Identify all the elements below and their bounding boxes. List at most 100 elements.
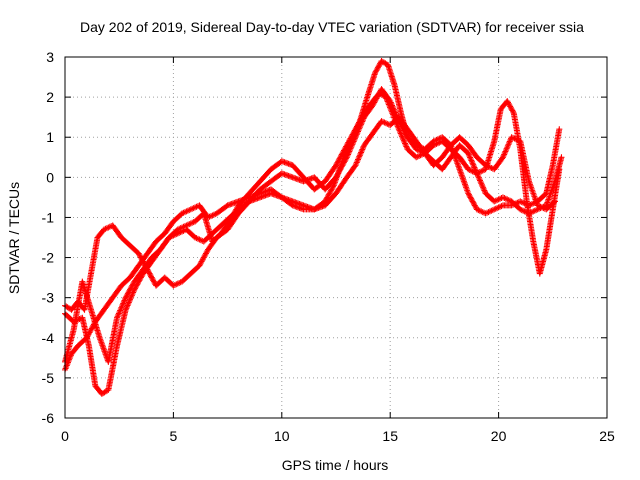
data-point [477, 177, 484, 184]
data-point [333, 160, 340, 167]
data-point [372, 68, 379, 75]
data-point [199, 257, 206, 264]
data-point [390, 106, 397, 113]
data-point [147, 273, 154, 280]
data-point [148, 274, 155, 281]
data-point [88, 326, 95, 333]
data-point [403, 143, 410, 150]
data-point [122, 306, 129, 313]
data-point [114, 313, 121, 320]
data-point [184, 221, 191, 228]
data-point [371, 99, 378, 106]
chart-title: Day 202 of 2019, Sidereal Day-to-day VTE… [80, 19, 584, 35]
x-tick-label: 20 [491, 428, 507, 444]
data-point [174, 230, 181, 237]
data-point [333, 174, 339, 181]
data-point [471, 164, 478, 171]
x-tick-label: 5 [170, 428, 178, 444]
data-point [346, 147, 353, 154]
data-point [558, 154, 565, 161]
data-point [129, 281, 136, 288]
data-point [480, 186, 487, 193]
data-point [488, 207, 495, 214]
data-point [527, 209, 534, 216]
data-point [471, 201, 478, 208]
data-point [479, 167, 486, 174]
data-point [509, 107, 516, 114]
data-point [391, 108, 398, 115]
data-point [137, 254, 144, 261]
data-point [502, 195, 509, 202]
data-point [492, 205, 499, 212]
data-point [530, 208, 537, 215]
data-point [189, 219, 196, 226]
data-point [369, 102, 376, 109]
data-point [197, 259, 204, 266]
data-point [479, 183, 486, 190]
data-point [359, 117, 366, 124]
data-point [489, 207, 496, 214]
data-point [356, 125, 363, 132]
data-point [491, 198, 498, 205]
data-point [333, 172, 340, 179]
data-point [337, 166, 344, 173]
data-point [389, 103, 396, 110]
data-point [468, 195, 475, 202]
data-point [209, 212, 216, 219]
data-point [511, 201, 518, 208]
data-point [374, 64, 381, 71]
data-point [117, 307, 124, 314]
data-point [466, 166, 473, 173]
data-point [482, 210, 489, 217]
data-point [485, 163, 492, 170]
data-point [473, 206, 480, 213]
data-point [346, 148, 353, 155]
data-point [510, 108, 517, 115]
data-point [359, 146, 366, 153]
data-point [370, 100, 377, 107]
data-point [501, 195, 508, 202]
data-point [333, 162, 339, 169]
data-point [202, 250, 209, 257]
data-point [556, 126, 563, 133]
data-point [197, 261, 204, 268]
data-point [150, 277, 157, 284]
data-point [356, 152, 363, 159]
data-point [135, 250, 142, 257]
data-point [167, 233, 174, 240]
data-point [173, 281, 180, 288]
data-point [390, 105, 397, 112]
data-point [505, 141, 512, 148]
data-point [125, 299, 132, 306]
data-point [146, 270, 153, 277]
data-point [413, 154, 420, 161]
x-tick-label: 15 [382, 428, 398, 444]
data-point [179, 228, 186, 235]
data-point [511, 135, 518, 142]
data-point [356, 124, 363, 131]
data-point [223, 203, 230, 210]
data-point [124, 291, 131, 298]
data-point [176, 279, 183, 286]
data-point [350, 138, 357, 145]
data-point [518, 207, 525, 214]
data-point [343, 142, 350, 149]
data-point [506, 138, 513, 145]
x-axis-label: GPS time / hours [282, 457, 389, 473]
data-point [433, 136, 440, 143]
data-point [486, 208, 493, 215]
data-point [497, 195, 504, 202]
data-point [358, 121, 365, 128]
data-point [520, 199, 527, 206]
data-point [340, 160, 347, 167]
data-point [334, 159, 341, 166]
data-point [499, 154, 506, 161]
data-point [128, 283, 135, 290]
y-tick-label: -4 [42, 330, 55, 346]
data-point [186, 221, 193, 228]
data-point [400, 137, 407, 144]
data-point [180, 209, 187, 216]
data-point [345, 149, 352, 156]
data-point [123, 305, 130, 312]
